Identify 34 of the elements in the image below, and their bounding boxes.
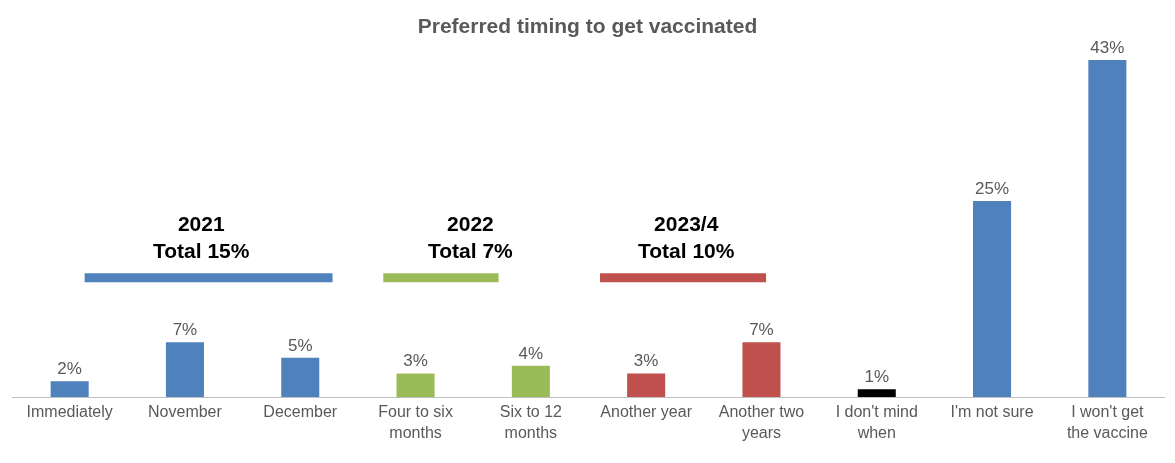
bar [973,201,1012,397]
data-label: 7% [172,320,198,340]
data-label: 2% [57,359,82,379]
x-tick-label: December [263,403,338,421]
annotation: 2023/4 Total 10% [638,212,735,263]
x-tick-label: November [148,403,223,421]
bar [627,373,666,397]
x-tick-label: I don't mind when [835,403,918,441]
data-label: 25% [975,179,1010,199]
bar [165,342,204,397]
bar [511,365,550,397]
data-label: 1% [864,367,890,387]
data-label: 7% [749,320,774,340]
data-label: 3% [633,351,659,371]
chart-title: Preferred timing to get vaccinated [417,14,758,38]
annotation: 2022 Total 7% [428,212,514,263]
annotation: 2021 Total 15% [153,212,250,263]
x-tick-label: Another two years [718,403,805,441]
x-tick-label: Another year [600,403,693,421]
x-tick-label: Six to 12 months [499,403,563,441]
data-label: 4% [518,343,544,363]
data-label: 43% [1090,38,1125,57]
bar [742,342,781,397]
bar [281,357,320,397]
bar [1088,60,1127,397]
x-tick-label: I won't get the vaccine [1066,403,1148,441]
bar [857,389,896,397]
data-label: 3% [403,351,428,371]
data-label: 5% [287,335,313,355]
bar [396,373,435,397]
x-tick-label: Immediately [26,403,113,421]
x-tick-label: I'm not sure [950,403,1034,421]
x-tick-label: Four to six months [378,403,453,441]
bar [50,381,89,397]
